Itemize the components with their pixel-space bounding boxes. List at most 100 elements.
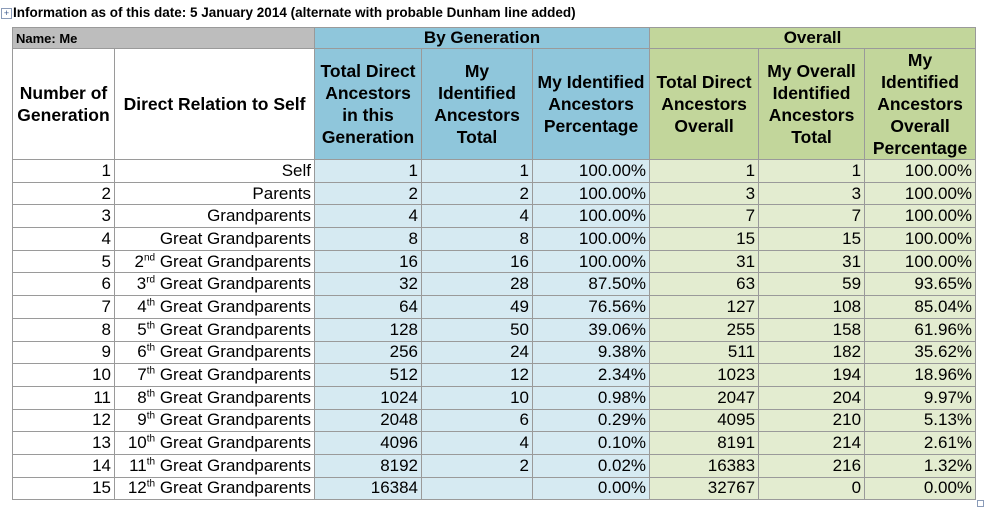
cell-generation-number: 9 bbox=[12, 340, 115, 365]
cell-generation-number: 6 bbox=[12, 272, 115, 297]
cell-generation-number: 8 bbox=[12, 317, 115, 342]
cell-total-direct-overall: 16383 bbox=[649, 453, 760, 478]
cell-total-direct: 4 bbox=[314, 204, 423, 229]
info-text: Information as of this date: 5 January 2… bbox=[13, 5, 576, 20]
cell-identified-overall: 0 bbox=[758, 476, 866, 501]
cell-identified-percentage: 9.38% bbox=[532, 340, 651, 365]
cell-identified-overall-percentage: 1.32% bbox=[864, 453, 977, 478]
cell-direct-relation: 5th Great Grandparents bbox=[113, 317, 316, 342]
cell-generation-number: 3 bbox=[12, 204, 115, 229]
cell-direct-relation: Self bbox=[113, 159, 316, 183]
cell-identified-overall: 59 bbox=[758, 272, 866, 297]
name-label: Name: Me bbox=[11, 27, 316, 49]
cell-identified-total: 8 bbox=[421, 227, 534, 251]
table-row: 3 Grandparents 4 4 100.00% 7 7 100.00% bbox=[12, 204, 977, 229]
cell-identified-percentage: 0.98% bbox=[532, 385, 651, 410]
cell-identified-total: 12 bbox=[421, 363, 534, 387]
cell-identified-total: 2 bbox=[421, 181, 534, 206]
cell-total-direct: 8192 bbox=[314, 453, 423, 478]
cell-identified-overall-percentage: 61.96% bbox=[864, 317, 977, 342]
cell-identified-overall-percentage: 100.00% bbox=[864, 204, 977, 229]
cell-total-direct-overall: 15 bbox=[649, 227, 760, 251]
table-move-handle-icon[interactable]: + bbox=[1, 8, 12, 19]
cell-total-direct: 1024 bbox=[314, 385, 423, 410]
cell-identified-overall-percentage: 2.61% bbox=[864, 431, 977, 455]
cell-total-direct: 512 bbox=[314, 363, 423, 387]
table-row: 8 5th Great Grandparents 128 50 39.06% 255 158… bbox=[12, 317, 977, 342]
cell-direct-relation: 9th Great Grandparents bbox=[113, 408, 316, 433]
table-row: 12 9th Great Grandparents 2048 6 0.29% 4095 21… bbox=[12, 408, 977, 433]
cell-total-direct-overall: 3 bbox=[649, 181, 760, 206]
cell-total-direct: 16 bbox=[314, 249, 423, 274]
cell-identified-overall-percentage: 85.04% bbox=[864, 295, 977, 319]
cell-total-direct-overall: 31 bbox=[649, 249, 760, 274]
cell-identified-total: 49 bbox=[421, 295, 534, 319]
cell-identified-overall-percentage: 0.00% bbox=[864, 476, 977, 501]
cell-direct-relation: 2nd Great Grandparents bbox=[113, 249, 316, 274]
header-my-overall-identified-total: My Overall Identified Ancestors Total bbox=[758, 48, 866, 160]
cell-generation-number: 10 bbox=[12, 363, 115, 387]
cell-identified-overall-percentage: 9.97% bbox=[864, 385, 977, 410]
cell-generation-number: 13 bbox=[12, 431, 115, 455]
table-row: 1 Self 1 1 100.00% 1 1 100.00% bbox=[12, 159, 977, 183]
cell-identified-overall: 31 bbox=[758, 249, 866, 274]
table-row: 11 8th Great Grandparents 1024 10 0.98% 2047 2… bbox=[12, 385, 977, 410]
cell-identified-overall-percentage: 100.00% bbox=[864, 181, 977, 206]
header-my-identified-overall-percentage: My Identified Ancestors Overall Percenta… bbox=[864, 48, 977, 160]
cell-identified-overall: 210 bbox=[758, 408, 866, 433]
cell-identified-overall: 7 bbox=[758, 204, 866, 229]
cell-direct-relation: 4th Great Grandparents bbox=[113, 295, 316, 319]
cell-generation-number: 7 bbox=[12, 295, 115, 319]
group-by-generation: By Generation bbox=[314, 27, 651, 49]
cell-generation-number: 5 bbox=[12, 249, 115, 274]
cell-total-direct-overall: 511 bbox=[649, 340, 760, 365]
cell-total-direct: 2048 bbox=[314, 408, 423, 433]
cell-direct-relation: Grandparents bbox=[113, 204, 316, 229]
cell-identified-total: 2 bbox=[421, 453, 534, 478]
header-number-of-generation: Number of Generation bbox=[12, 48, 115, 160]
cell-direct-relation: Great Grandparents bbox=[113, 227, 316, 251]
cell-identified-total: 50 bbox=[421, 317, 534, 342]
cell-generation-number: 14 bbox=[12, 453, 115, 478]
cell-direct-relation: 3rd Great Grandparents bbox=[113, 272, 316, 297]
cell-identified-overall-percentage: 100.00% bbox=[864, 249, 977, 274]
table-row: 15 12th Great Grandparents 16384 0.00% 32767… bbox=[12, 476, 977, 501]
cell-generation-number: 2 bbox=[12, 181, 115, 206]
cell-identified-overall-percentage: 18.96% bbox=[864, 363, 977, 387]
cell-identified-percentage: 100.00% bbox=[532, 249, 651, 274]
table-row: 2 Parents 2 2 100.00% 3 3 100.00% bbox=[12, 181, 977, 206]
cell-identified-percentage: 100.00% bbox=[532, 159, 651, 183]
cell-identified-overall: 194 bbox=[758, 363, 866, 387]
cell-identified-total: 4 bbox=[421, 204, 534, 229]
cell-identified-percentage: 0.10% bbox=[532, 431, 651, 455]
cell-identified-overall-percentage: 5.13% bbox=[864, 408, 977, 433]
cell-identified-total: 6 bbox=[421, 408, 534, 433]
cell-total-direct: 4096 bbox=[314, 431, 423, 455]
table-row: 4 Great Grandparents 8 8 100.00% 15 15 100.00% bbox=[12, 227, 977, 251]
cell-total-direct-overall: 8191 bbox=[649, 431, 760, 455]
resize-handle-icon[interactable] bbox=[977, 500, 984, 507]
header-total-direct-in-generation: Total Direct Ancestors in this Generatio… bbox=[314, 48, 423, 160]
header-my-identified-total: My Identified Ancestors Total bbox=[421, 48, 534, 160]
cell-total-direct: 8 bbox=[314, 227, 423, 251]
cell-identified-percentage: 76.56% bbox=[532, 295, 651, 319]
cell-identified-overall-percentage: 35.62% bbox=[864, 340, 977, 365]
cell-generation-number: 11 bbox=[12, 385, 115, 410]
cell-identified-total: 10 bbox=[421, 385, 534, 410]
cell-generation-number: 12 bbox=[12, 408, 115, 433]
cell-direct-relation: 12th Great Grandparents bbox=[113, 476, 316, 501]
cell-identified-percentage: 87.50% bbox=[532, 272, 651, 297]
cell-identified-overall: 3 bbox=[758, 181, 866, 206]
cell-identified-overall: 216 bbox=[758, 453, 866, 478]
cell-total-direct-overall: 255 bbox=[649, 317, 760, 342]
cell-direct-relation: Parents bbox=[113, 181, 316, 206]
cell-identified-total bbox=[421, 476, 534, 501]
cell-total-direct-overall: 1 bbox=[649, 159, 760, 183]
cell-identified-percentage: 2.34% bbox=[532, 363, 651, 387]
cell-direct-relation: 11th Great Grandparents bbox=[113, 453, 316, 478]
cell-identified-percentage: 100.00% bbox=[532, 227, 651, 251]
table-row: 6 3rd Great Grandparents 32 28 87.50% 63 59 93.… bbox=[12, 272, 977, 297]
cell-identified-overall: 214 bbox=[758, 431, 866, 455]
ancestors-table: Name: Me By Generation Overall Number of… bbox=[11, 27, 977, 501]
cell-identified-percentage: 100.00% bbox=[532, 204, 651, 229]
